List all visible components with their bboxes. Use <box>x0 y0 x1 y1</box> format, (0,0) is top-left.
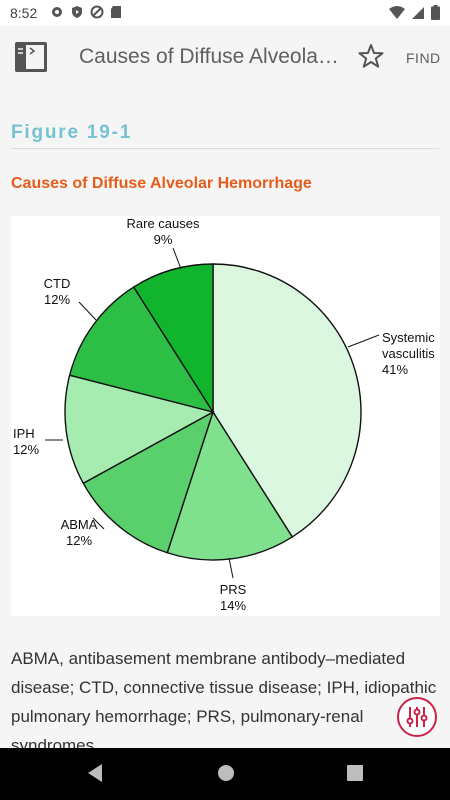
slice-label: IPH 12% <box>13 426 39 457</box>
figure-divider <box>11 148 439 149</box>
leader-line <box>347 334 380 348</box>
pie-slice-prs <box>166 410 294 561</box>
leader-line <box>78 301 97 321</box>
pie-chart-svg: Systemic vasculitis 41% PRS 14% ABMA 12% IPH 12%… <box>13 216 435 613</box>
figure-label: Figure 19-1 <box>11 122 133 143</box>
leader-line <box>228 557 234 579</box>
leader-line <box>172 247 182 270</box>
gear-icon <box>52 7 62 17</box>
slice-label: PRS 14% <box>220 582 247 613</box>
status-left-icons <box>50 5 122 19</box>
slice-label: ABMA 12% <box>61 517 98 548</box>
sliders-icon <box>406 707 428 727</box>
pie-slice-iph <box>64 374 215 485</box>
status-bar: 8:52 <box>0 0 450 26</box>
find-button[interactable]: FIND <box>406 50 441 66</box>
page-title: Causes of Diffuse Alveolar Hemorrhage <box>79 45 341 68</box>
pie-slice-abma <box>82 410 215 554</box>
figure-caption: ABMA, antibasement membrane antibody–med… <box>11 649 437 748</box>
star-outline-icon[interactable] <box>358 43 384 69</box>
slice-label: Rare causes 9% <box>127 216 200 247</box>
pie-slice-ctd <box>68 286 215 414</box>
navigation-bar <box>0 748 450 800</box>
pie-slice-systemic-vasculitis <box>212 263 362 538</box>
slice-label: CTD 12% <box>44 276 71 307</box>
wifi-icon <box>389 5 405 19</box>
slice-label: Systemic vasculitis 41% <box>382 330 435 377</box>
pie-chart: Systemic vasculitis 41% PRS 14% ABMA 12% IPH 12%… <box>11 216 440 616</box>
book-icon[interactable] <box>14 41 48 73</box>
app-bar: Causes of Diffuse Alveolar Hemorrhage FI… <box>0 26 450 88</box>
recents-icon[interactable] <box>346 763 364 783</box>
back-icon[interactable] <box>86 763 104 783</box>
status-right-icons <box>389 5 440 20</box>
content-area[interactable]: Figure 19-1 Causes of Diffuse Alveolar H… <box>0 88 450 748</box>
settings-fab[interactable] <box>397 697 437 737</box>
sd-card-icon <box>111 6 121 18</box>
play-protect-icon <box>72 6 82 18</box>
leader-line <box>92 517 105 530</box>
blocked-icon <box>90 5 104 19</box>
pie-slice-rare-causes <box>132 263 214 415</box>
figure-title: Causes of Diffuse Alveolar Hemorrhage <box>11 175 312 192</box>
signal-icon <box>412 6 424 19</box>
status-time: 8:52 <box>10 5 38 21</box>
home-icon[interactable] <box>216 763 236 783</box>
battery-icon <box>431 5 440 20</box>
